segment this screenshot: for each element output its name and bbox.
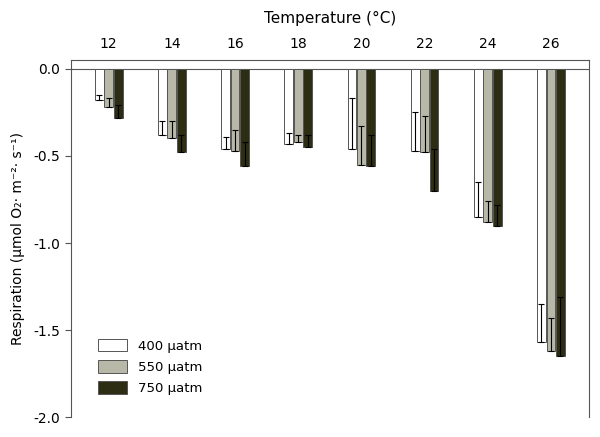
Title: Temperature (°C): Temperature (°C) (263, 11, 396, 26)
Bar (357, 69, 366, 165)
Bar (303, 69, 312, 147)
Bar (493, 69, 502, 225)
Bar (294, 69, 302, 142)
Bar (410, 69, 419, 151)
Bar (474, 69, 483, 217)
Bar (240, 69, 249, 166)
Bar (114, 69, 122, 118)
Legend: 400 μatm, 550 μatm, 750 μatm: 400 μatm, 550 μatm, 750 μatm (93, 333, 208, 400)
Bar (221, 69, 230, 149)
Y-axis label: Respiration (μmol O₂· m⁻²· s⁻¹): Respiration (μmol O₂· m⁻²· s⁻¹) (11, 132, 25, 345)
Bar (430, 69, 439, 191)
Bar (537, 69, 546, 343)
Bar (420, 69, 429, 153)
Bar (347, 69, 356, 149)
Bar (158, 69, 167, 135)
Bar (177, 69, 186, 153)
Bar (367, 69, 376, 166)
Bar (95, 69, 104, 100)
Bar (284, 69, 293, 144)
Bar (167, 69, 176, 139)
Bar (556, 69, 565, 357)
Bar (230, 69, 239, 151)
Bar (484, 69, 492, 222)
Bar (104, 69, 113, 107)
Bar (547, 69, 556, 351)
